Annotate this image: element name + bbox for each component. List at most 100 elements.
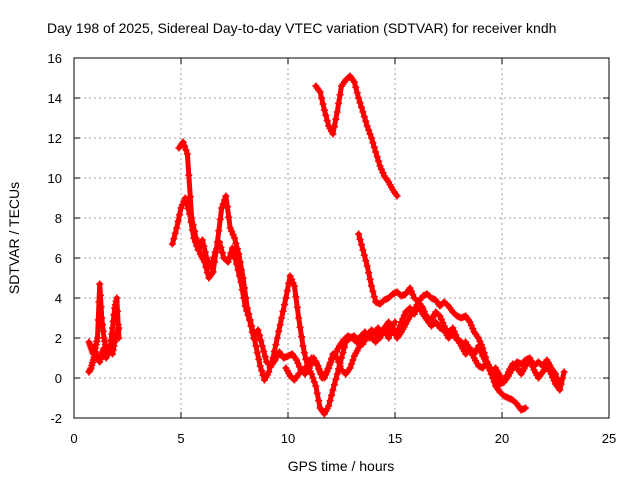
data-point-marker — [253, 349, 261, 357]
data-point-marker — [242, 294, 250, 302]
data-point-marker — [326, 359, 334, 367]
y-tick-label: 12 — [48, 131, 62, 146]
data-point-marker — [96, 280, 104, 288]
data-point-marker — [279, 307, 287, 315]
data-point-marker — [258, 342, 266, 350]
data-point-marker — [290, 282, 298, 290]
data-point-marker — [200, 242, 208, 250]
data-point-marker — [202, 263, 210, 271]
data-point-marker — [96, 291, 104, 299]
data-point-marker — [95, 298, 103, 306]
data-point-marker — [181, 194, 189, 202]
data-point-marker — [318, 94, 325, 102]
data-point-marker — [269, 354, 277, 362]
data-point-marker — [198, 236, 206, 244]
data-point-marker — [439, 319, 447, 327]
data-point-marker — [226, 224, 234, 232]
data-point-marker — [173, 224, 181, 232]
data-point-marker — [377, 165, 385, 173]
data-point-marker — [268, 359, 276, 367]
y-tick-label: 8 — [55, 211, 62, 226]
data-point-marker — [363, 122, 371, 130]
data-point-marker — [366, 275, 374, 283]
data-point-marker — [325, 364, 333, 372]
x-tick-label: 15 — [388, 431, 402, 446]
data-point-marker — [266, 363, 274, 371]
data-point-marker — [178, 201, 186, 209]
data-point-marker — [293, 303, 301, 311]
data-point-marker — [295, 363, 303, 371]
data-point-marker — [469, 325, 477, 333]
x-tick-label: 25 — [602, 431, 616, 446]
data-point-marker — [300, 349, 308, 357]
data-point-marker — [252, 342, 260, 350]
data-point-marker — [313, 361, 321, 369]
data-point-marker — [114, 321, 122, 329]
data-point-marker — [273, 334, 281, 342]
data-point-marker — [557, 380, 565, 388]
data-point-marker — [365, 269, 373, 277]
data-point-marker — [193, 239, 201, 247]
data-point-marker — [363, 262, 371, 270]
data-point-marker — [522, 404, 529, 412]
data-point-marker — [224, 258, 232, 266]
data-point-marker — [109, 324, 116, 332]
data-point-marker — [356, 99, 364, 107]
axis-ticks: 0 5 10 15 20 25 -2 0 2 4 6 8 10 12 14 16 — [48, 51, 617, 446]
data-point-marker — [407, 287, 415, 295]
data-point-marker — [476, 337, 484, 345]
series-track-8 — [462, 338, 568, 394]
data-point-marker — [500, 378, 508, 386]
data-point-marker — [272, 341, 280, 349]
data-point-marker — [346, 364, 354, 372]
data-point-marker — [333, 108, 341, 116]
data-point-marker — [183, 150, 191, 158]
data-point-marker — [409, 291, 417, 299]
data-point-marker — [466, 318, 474, 326]
data-point-marker — [477, 349, 485, 357]
data-point-marker — [475, 334, 482, 342]
data-point-marker — [189, 221, 197, 229]
data-point-marker — [325, 402, 333, 410]
data-point-marker — [375, 157, 383, 165]
data-point-marker — [288, 275, 296, 283]
y-tick-label: -2 — [50, 411, 62, 426]
data-point-marker — [450, 327, 458, 335]
data-point-marker — [245, 310, 253, 318]
data-point-marker — [232, 239, 240, 247]
data-point-marker — [235, 250, 243, 258]
data-point-marker — [406, 284, 414, 292]
data-point-marker — [241, 284, 248, 292]
data-point-marker — [329, 130, 337, 138]
data-point-marker — [212, 248, 220, 256]
data-point-marker — [192, 234, 200, 242]
data-point-marker — [368, 282, 375, 290]
data-point-marker — [257, 337, 265, 345]
data-point-marker — [372, 148, 380, 156]
data-point-marker — [286, 272, 294, 280]
data-point-marker — [560, 368, 568, 376]
data-point-marker — [355, 230, 363, 238]
data-point-marker — [177, 204, 185, 212]
y-tick-label: 2 — [55, 331, 62, 346]
data-point-marker — [219, 200, 227, 208]
data-point-marker — [332, 375, 340, 383]
series-track-2 — [85, 280, 123, 358]
data-point-marker — [376, 162, 384, 170]
data-point-marker — [283, 287, 291, 295]
data-point-marker — [246, 316, 254, 324]
data-point-marker — [369, 139, 377, 147]
data-point-marker — [94, 334, 101, 342]
data-point-marker — [99, 327, 107, 335]
data-point-marker — [292, 293, 300, 301]
data-point-marker — [115, 334, 123, 342]
data-point-marker — [107, 336, 115, 344]
y-tick-label: 14 — [48, 91, 62, 106]
data-point-marker — [215, 227, 223, 235]
series-track-3 — [168, 194, 399, 382]
data-point-marker — [229, 231, 237, 239]
x-axis-label: GPS time / hours — [288, 458, 395, 474]
data-point-marker — [332, 353, 340, 361]
data-point-marker — [249, 329, 257, 337]
data-point-marker — [333, 354, 341, 362]
